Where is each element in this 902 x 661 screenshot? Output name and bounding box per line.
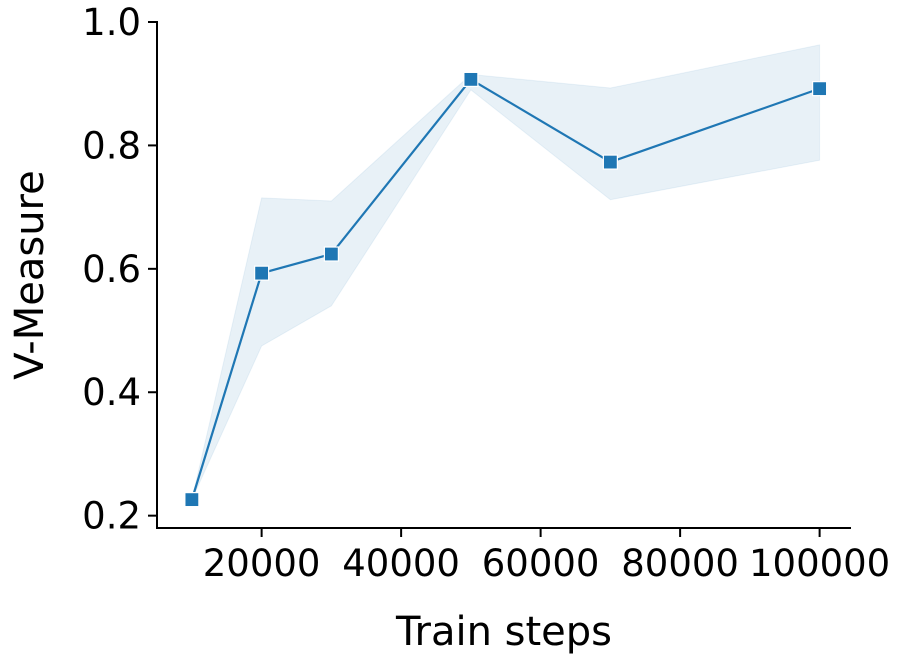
y-axis-title: V-Measure [7,170,53,379]
y-tick-label: 0.8 [82,124,141,167]
data-point [463,71,479,87]
x-tick-label: 20000 [203,542,321,585]
y-axis-ticks: 0.2 0.4 0.6 0.8 1.0 [82,1,157,538]
data-point [254,265,270,281]
axes [156,21,851,529]
data-point [323,246,339,262]
data-point [602,154,618,170]
series-line [190,77,820,500]
x-tick-label: 80000 [621,542,739,585]
data-point [812,81,828,97]
x-tick-label: 40000 [342,542,460,585]
series-line-layer [190,77,820,500]
confidence-band-layer [191,44,821,500]
data-point [184,492,200,508]
y-tick-label: 0.2 [82,495,141,538]
x-axis-title: Train steps [395,609,612,655]
y-tick-label: 1.0 [82,1,141,44]
x-tick-label: 100000 [749,542,890,585]
x-axis-ticks: 20000 40000 60000 80000 100000 [203,528,890,585]
y-tick-label: 0.4 [82,371,141,414]
y-tick-label: 0.6 [82,248,141,291]
x-tick-label: 60000 [482,542,600,585]
data-point-layer [184,71,828,508]
confidence-band [191,44,821,500]
